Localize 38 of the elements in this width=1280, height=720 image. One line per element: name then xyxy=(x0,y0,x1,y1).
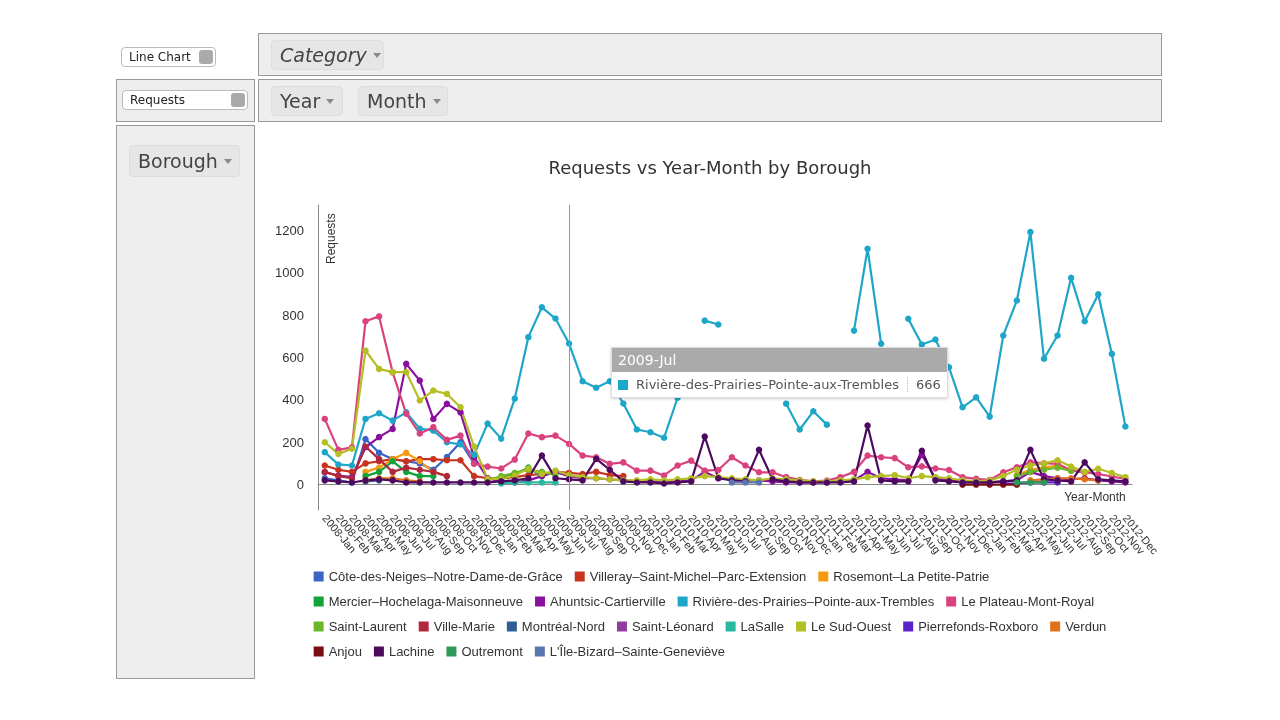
y-tick-label: 200 xyxy=(282,434,304,450)
text: Category xyxy=(280,44,367,66)
annotation: Rivière-des-Prairies–Pointe-aux-Trembles xyxy=(636,377,899,392)
legend-label: Villeray–Saint-Michel–Parc-Extension xyxy=(589,569,807,584)
text: Line Chart xyxy=(129,50,191,64)
y-tick-label: 800 xyxy=(282,307,304,323)
legend-label: Ville-Marie xyxy=(433,619,495,634)
legend-label: Ahuntsic-Cartierville xyxy=(550,594,666,609)
legend-label: Outremont xyxy=(461,644,524,659)
legend-label: Le Plateau-Mont-Royal xyxy=(961,594,1095,609)
text: Month xyxy=(367,90,427,112)
annotation: 2009-Jul xyxy=(612,348,947,372)
legend-label: Pierrefonds-Roxboro xyxy=(918,619,1039,634)
text: Borough xyxy=(138,150,218,172)
x-axis-title: Year-Month xyxy=(1064,490,1126,504)
legend-label: Anjou xyxy=(328,644,362,659)
y-tick-label: 0 xyxy=(296,477,304,493)
y-axis-title: Requests xyxy=(324,213,338,264)
y-tick-label: 600 xyxy=(282,350,304,365)
legend-label: Saint-Léonard xyxy=(631,619,714,634)
legend-label: LaSalle xyxy=(740,619,784,634)
legend-label: Saint-Laurent xyxy=(328,619,408,634)
legend-label: L'Île-Bizard–Sainte-Geneviève xyxy=(549,644,726,659)
legend-label: Montréal-Nord xyxy=(521,619,605,634)
annotation: 666 xyxy=(906,377,941,392)
y-tick-label: 1200 xyxy=(275,222,304,238)
legend-label: Rosemont–La Petite-Patrie xyxy=(833,569,990,584)
legend-label: Côte-des-Neiges–Notre-Dame-de-Grâce xyxy=(328,569,563,584)
y-tick-label: 400 xyxy=(282,392,304,408)
text: Requests xyxy=(130,93,185,107)
legend-label: Verdun xyxy=(1065,619,1107,634)
y-tick-label: 1000 xyxy=(275,265,304,281)
text: Year xyxy=(280,90,321,112)
legend-label: Mercier–Hochelaga-Maisonneuve xyxy=(328,594,524,609)
legend-label: Rivière-des-Prairies–Pointe-aux-Trembles xyxy=(692,594,935,609)
chart-title: Requests vs Year-Month by Borough xyxy=(548,156,872,178)
legend-label: Le Sud-Ouest xyxy=(810,619,892,634)
legend-label: Lachine xyxy=(388,644,435,659)
